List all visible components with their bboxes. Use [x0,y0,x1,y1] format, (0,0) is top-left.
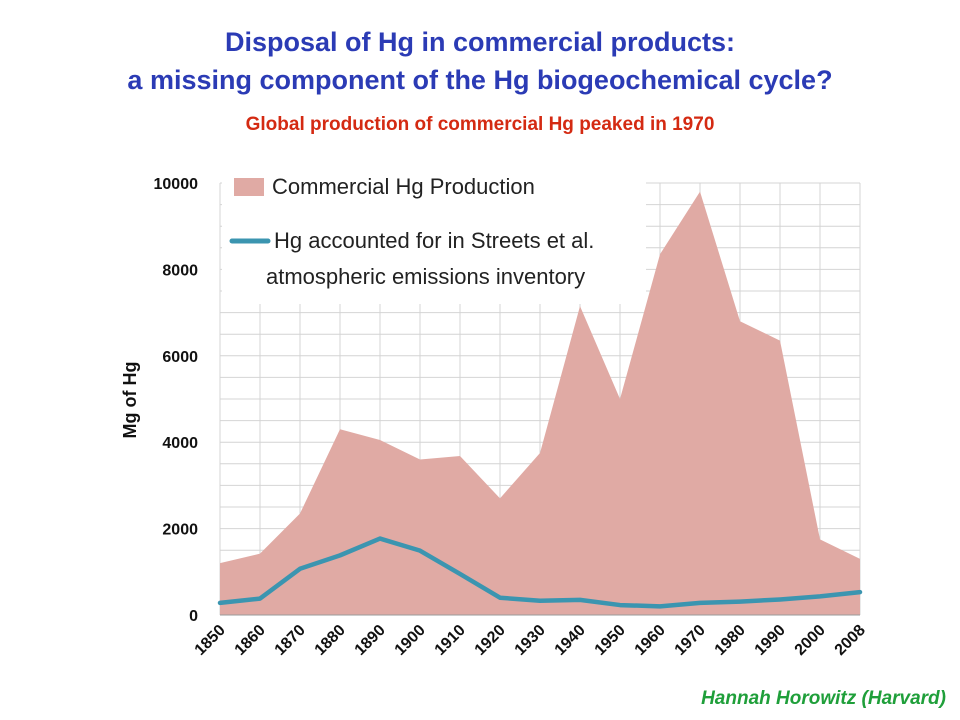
author-credit: Hannah Horowitz (Harvard) [701,688,946,709]
y-tick-label: 6000 [162,349,198,366]
slide-subtitle: Global production of commercial Hg peake… [245,114,715,135]
x-tick-label: 1850 [192,622,229,659]
x-tick-label: 1910 [432,622,469,659]
production-area [220,191,860,615]
x-tick-label: 1940 [552,622,589,659]
y-tick-label: 10000 [154,176,199,193]
y-tick-label: 0 [189,608,198,625]
x-tick-label: 2008 [832,622,869,659]
x-tick-label: 1930 [512,622,549,659]
y-tick-label: 4000 [162,435,198,452]
x-tick-label: 1860 [232,622,269,659]
x-tick-label: 1880 [312,622,349,659]
x-tick-label: 1960 [632,622,669,659]
y-tick-label: 2000 [162,522,198,539]
streets-line-layer [217,536,863,609]
legend: Commercial Hg Production Hg accounted fo… [222,170,646,304]
legend-background [222,170,646,304]
x-tick-label: 2000 [792,622,829,659]
y-tick-label: 8000 [162,262,198,279]
x-tick-label: 1920 [472,622,509,659]
x-tick-label: 1900 [392,622,429,659]
legend-line-label-1: Hg accounted for in Streets et al. [274,228,594,253]
x-tick-label: 1870 [272,622,309,659]
legend-area-label: Commercial Hg Production [272,174,535,199]
production-area-layer [220,191,860,615]
x-tick-label: 1980 [712,622,749,659]
legend-line-label-2: atmospheric emissions inventory [266,264,585,289]
slide-title-line-1: Disposal of Hg in commercial products: [224,27,736,57]
x-tick-label: 1890 [352,622,389,659]
legend-area-swatch [234,178,264,196]
streets-inventory-line [217,536,863,609]
x-tick-label: 1970 [672,622,709,659]
x-tick-label: 1990 [752,622,789,659]
y-axis-label: Mg of Hg [120,362,140,439]
x-tick-label: 1950 [592,622,629,659]
slide-title-line-2: a missing component of the Hg biogeochem… [127,65,833,95]
